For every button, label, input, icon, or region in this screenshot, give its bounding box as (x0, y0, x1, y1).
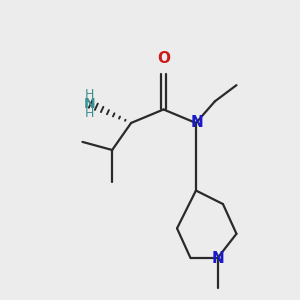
Text: N: N (83, 97, 95, 111)
Text: H: H (85, 88, 94, 101)
Text: N: N (191, 116, 204, 130)
Text: N: N (211, 250, 224, 266)
Text: O: O (157, 51, 170, 66)
Text: H: H (85, 107, 94, 120)
